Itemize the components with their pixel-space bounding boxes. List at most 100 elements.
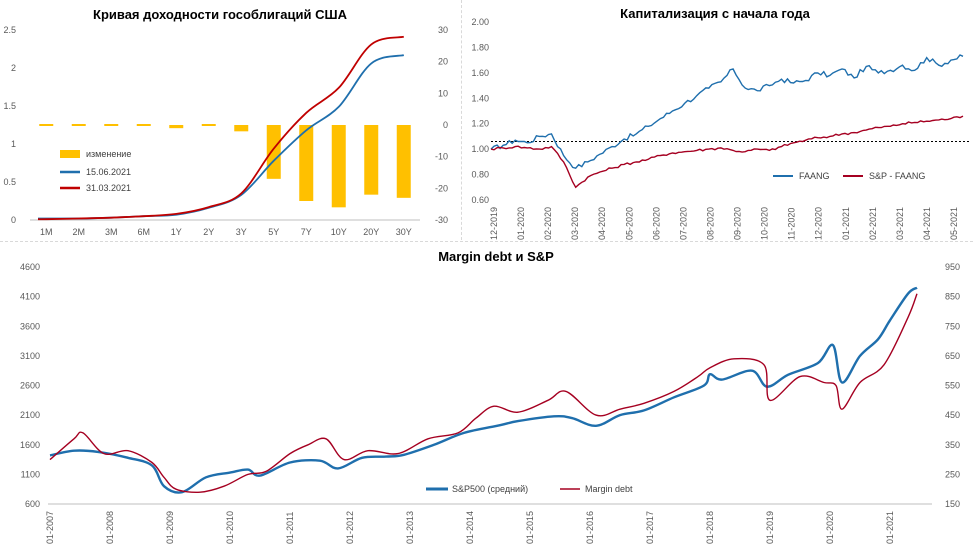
x-tick-label: 30Y xyxy=(396,227,412,237)
y-tick-label: 1 xyxy=(11,139,16,149)
y-tick-label: 4600 xyxy=(20,262,40,272)
yield-curve-panel: Кривая доходности гособлигаций США 0 0.5 1… xyxy=(0,0,460,240)
x-tick-label: 01-2021 xyxy=(885,511,895,544)
x-tick-label: 20Y xyxy=(363,227,379,237)
change-bar xyxy=(201,124,216,126)
panel-divider-horizontal xyxy=(0,241,973,242)
x-tick-label: 01-2018 xyxy=(705,511,715,544)
x-tick-label: 01-2007 xyxy=(45,511,55,544)
x-tick-label: 01-2011 xyxy=(285,512,295,544)
x-tick-label: 01-2019 xyxy=(765,511,775,544)
y2-tick-label: 850 xyxy=(945,292,960,302)
y2-tick-label: 150 xyxy=(945,499,960,509)
yield-curve-chart: Кривая доходности гособлигаций США 0 0.5 1… xyxy=(3,7,448,237)
x-tick-label: 01-2020 xyxy=(825,511,835,544)
x-tick-label: 04-2020 xyxy=(597,207,607,240)
y-tick-label: 3600 xyxy=(20,321,40,331)
legend-swatch-change xyxy=(60,150,80,158)
panel-divider-vertical xyxy=(461,0,462,240)
capitalization-panel: Капитализация с начала года 2.00 1.80 1.60… xyxy=(463,0,973,240)
y-tick-label: 1.00 xyxy=(471,144,489,154)
x-tick-label: 01-2020 xyxy=(516,207,526,240)
legend-label-change: изменение xyxy=(86,149,131,159)
x-tick-label: 12-2019 xyxy=(489,207,499,240)
x-tick-label: 06-2020 xyxy=(651,207,661,240)
legend-label-faang: FAANG xyxy=(799,171,830,181)
y-tick-label: 4100 xyxy=(20,292,40,302)
change-bar xyxy=(396,125,411,198)
x-tick-label: 3Y xyxy=(236,227,247,237)
series-line-15.06.2021 xyxy=(38,54,405,220)
x-tick-label: 01-2013 xyxy=(405,511,415,544)
y2-tick-label: -30 xyxy=(435,215,448,225)
x-tick-label: 12-2020 xyxy=(814,207,824,240)
y2-tick-label: 10 xyxy=(438,88,448,98)
x-tick-label: 02-2020 xyxy=(543,207,553,240)
x-tick-label: 10-2020 xyxy=(760,207,770,240)
x-tick-label: 01-2015 xyxy=(525,511,535,544)
x-tick-label: 04-2021 xyxy=(922,207,932,240)
x-tick-label: 2M xyxy=(72,227,85,237)
change-bar xyxy=(39,124,54,126)
y-tick-label: 1.20 xyxy=(471,119,489,129)
change-bar xyxy=(331,125,346,208)
change-bar xyxy=(266,125,281,179)
x-tick-label: 1Y xyxy=(171,227,182,237)
x-tick-label: 7Y xyxy=(301,227,312,237)
x-tick-label: 1M xyxy=(40,227,53,237)
y-tick-label: 2.00 xyxy=(471,17,489,27)
x-tick-label: 6M xyxy=(137,227,150,237)
y-tick-label: 0 xyxy=(11,215,16,225)
x-tick-label: 2Y xyxy=(203,227,214,237)
series-line-S&P - FAANG xyxy=(490,115,964,189)
y2-tick-label: 950 xyxy=(945,262,960,272)
change-bar xyxy=(234,125,249,132)
y-tick-label: 2100 xyxy=(20,410,40,420)
capitalization-chart: Капитализация с начала года 2.00 1.80 1.60… xyxy=(471,6,971,240)
x-tick-label: 11-2020 xyxy=(787,208,797,240)
legend-label-31-03: 31.03.2021 xyxy=(86,183,131,193)
x-tick-label: 01-2021 xyxy=(841,207,851,240)
x-tick-label: 08-2020 xyxy=(705,207,715,240)
y-tick-label: 1.80 xyxy=(471,42,489,52)
y-tick-label: 0.60 xyxy=(471,195,489,205)
y2-tick-label: 350 xyxy=(945,440,960,450)
x-tick-label: 01-2008 xyxy=(105,511,115,544)
x-tick-label: 01-2012 xyxy=(345,511,355,544)
y-tick-label: 2 xyxy=(11,63,16,73)
y-tick-label: 600 xyxy=(25,499,40,509)
margin-debt-title: Margin debt и S&P xyxy=(438,249,554,264)
margin-debt-chart: Margin debt и S&P 4600 4100 3600 3100 2600 21… xyxy=(20,249,960,544)
y-tick-label: 0.80 xyxy=(471,170,489,180)
x-tick-label: 05-2021 xyxy=(949,207,959,240)
legend-label-sp-faang: S&P - FAANG xyxy=(869,171,925,181)
margin-debt-panel: Margin debt и S&P 4600 4100 3600 3100 2600 21… xyxy=(0,243,973,552)
legend-label-15-06: 15.06.2021 xyxy=(86,167,131,177)
change-bar xyxy=(169,125,184,129)
x-tick-label: 01-2017 xyxy=(645,511,655,544)
x-tick-label: 09-2020 xyxy=(733,207,743,240)
series-line-FAANG xyxy=(490,54,964,169)
y2-tick-label: 0 xyxy=(443,120,448,130)
change-bar xyxy=(71,124,86,126)
change-bar xyxy=(299,125,314,201)
series-line-Margin debt xyxy=(49,293,918,493)
x-tick-label: 5Y xyxy=(268,227,279,237)
x-tick-label: 01-2014 xyxy=(465,511,475,544)
y2-tick-label: 30 xyxy=(438,25,448,35)
change-bar xyxy=(364,125,379,195)
change-bar xyxy=(104,124,119,126)
series-line-S&P500 (средний) xyxy=(49,286,918,494)
y2-tick-label: 650 xyxy=(945,351,960,361)
x-tick-label: 03-2020 xyxy=(570,207,580,240)
x-tick-label: 01-2009 xyxy=(165,511,175,544)
x-tick-label: 01-2010 xyxy=(225,511,235,544)
x-tick-label: 07-2020 xyxy=(678,207,688,240)
y2-tick-label: 450 xyxy=(945,410,960,420)
y2-tick-label: -20 xyxy=(435,183,448,193)
legend-label-margin-debt: Margin debt xyxy=(585,484,633,494)
capitalization-title: Капитализация с начала года xyxy=(620,6,810,21)
yield-curve-title: Кривая доходности гособлигаций США xyxy=(93,7,348,22)
x-tick-label: 05-2020 xyxy=(624,207,634,240)
y-tick-label: 1600 xyxy=(20,440,40,450)
